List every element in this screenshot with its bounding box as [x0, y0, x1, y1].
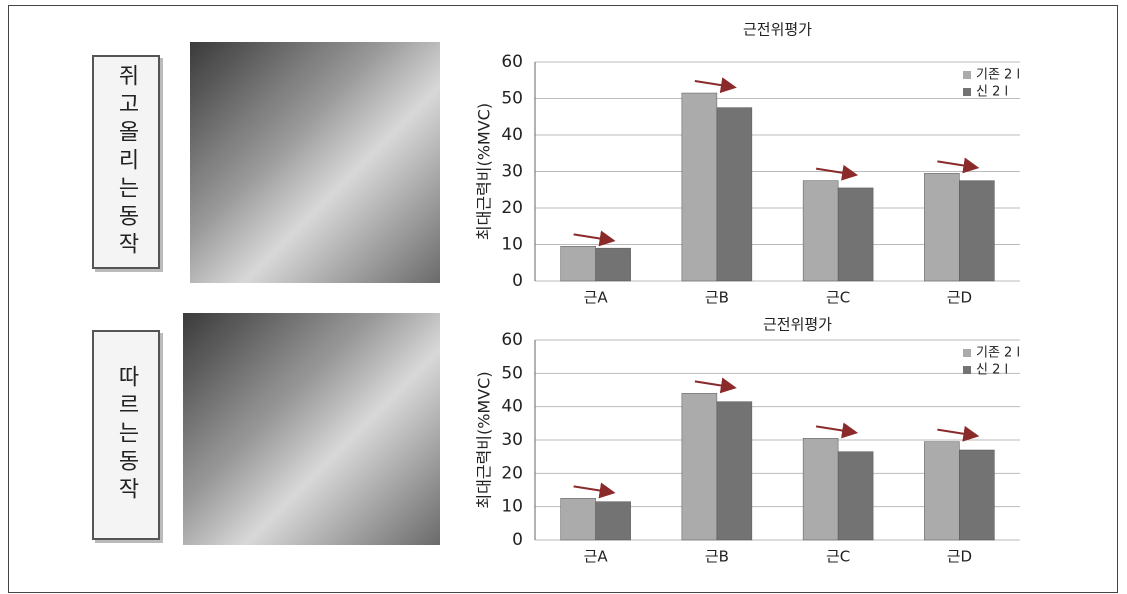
y-tick-label: 60 [501, 330, 523, 350]
y-tick-label: 40 [501, 397, 523, 417]
legend-label: 기존 2 l [976, 68, 1020, 83]
y-tick-label: 30 [501, 162, 523, 182]
bar [959, 450, 994, 540]
bar [717, 402, 752, 540]
figure: 쥐고올리는동작 따르는동작 근전위평가최대근력비(%MVC)0102030405… [0, 0, 1127, 594]
bar [803, 181, 838, 281]
bar [838, 188, 873, 281]
x-tick-label: 근B [705, 289, 729, 307]
y-tick-label: 60 [501, 52, 523, 72]
bar [959, 181, 994, 281]
legend-label: 신 2 l [976, 85, 1008, 100]
legend-swatch [963, 88, 971, 96]
legend-swatch [963, 366, 971, 374]
y-tick-label: 20 [501, 463, 523, 483]
legend-label: 기존 2 l [976, 346, 1020, 361]
y-tick-label: 40 [501, 125, 523, 145]
x-tick-label: 근D [947, 548, 972, 566]
bar [924, 173, 959, 281]
trend-arrow [574, 234, 612, 240]
x-tick-label: 근B [705, 548, 729, 566]
x-tick-label: 근A [584, 548, 609, 566]
x-tick-label: 근C [826, 548, 850, 566]
bar [561, 246, 596, 281]
bar [561, 498, 596, 540]
y-tick-label: 50 [501, 89, 523, 109]
y-tick-label: 0 [512, 530, 523, 550]
trend-arrow [574, 486, 612, 492]
legend-swatch [963, 349, 971, 357]
y-tick-label: 20 [501, 198, 523, 218]
y-tick-label: 30 [501, 430, 523, 450]
charts: 근전위평가최대근력비(%MVC)0102030405060근A근B근C근D기존 … [0, 0, 1127, 594]
y-tick-label: 0 [512, 271, 523, 291]
trend-arrow [816, 426, 854, 432]
bar [803, 438, 838, 540]
y-tick-label: 50 [501, 363, 523, 383]
bar [596, 248, 631, 281]
trend-arrow [937, 161, 975, 167]
bar [717, 108, 752, 281]
bar [682, 93, 717, 281]
trend-arrow [695, 81, 733, 87]
y-axis-label: 최대근력비(%MVC) [475, 103, 494, 240]
bar [838, 452, 873, 540]
legend-label: 신 2 l [976, 363, 1008, 378]
y-tick-label: 10 [501, 235, 523, 255]
bar [924, 442, 959, 540]
bar [596, 502, 631, 540]
x-tick-label: 근A [584, 289, 609, 307]
y-tick-label: 10 [501, 497, 523, 517]
chart-title: 근전위평가 [743, 21, 812, 39]
chart-title: 근전위평가 [763, 316, 832, 334]
trend-arrow [937, 430, 975, 436]
x-tick-label: 근D [947, 289, 972, 307]
trend-arrow [695, 381, 733, 387]
y-axis-label: 최대근력비(%MVC) [475, 371, 494, 508]
bar [682, 393, 717, 540]
legend-swatch [963, 71, 971, 79]
x-tick-label: 근C [826, 289, 850, 307]
